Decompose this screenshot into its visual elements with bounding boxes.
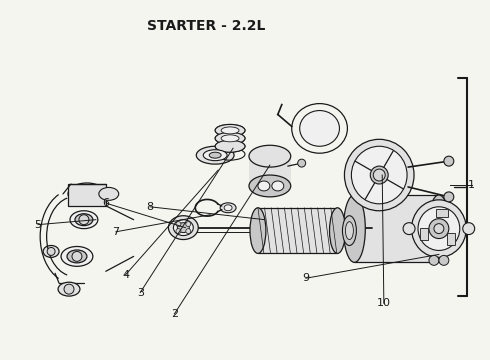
Bar <box>420 228 428 240</box>
Bar <box>68 184 106 206</box>
Ellipse shape <box>58 282 80 296</box>
Circle shape <box>186 222 191 226</box>
Circle shape <box>373 169 385 181</box>
Text: 5: 5 <box>34 220 42 230</box>
Ellipse shape <box>428 195 450 262</box>
Ellipse shape <box>344 139 414 211</box>
Text: 7: 7 <box>112 227 120 237</box>
Ellipse shape <box>272 181 284 191</box>
Ellipse shape <box>345 222 353 239</box>
Ellipse shape <box>220 203 236 213</box>
Circle shape <box>72 251 82 261</box>
Ellipse shape <box>70 211 98 229</box>
Ellipse shape <box>215 140 245 152</box>
Ellipse shape <box>403 223 415 235</box>
Ellipse shape <box>177 223 189 233</box>
Ellipse shape <box>434 224 444 234</box>
Ellipse shape <box>300 111 340 146</box>
Ellipse shape <box>351 146 407 204</box>
Ellipse shape <box>412 200 466 257</box>
Ellipse shape <box>343 195 366 262</box>
Ellipse shape <box>221 127 239 134</box>
Ellipse shape <box>250 208 266 253</box>
Ellipse shape <box>224 205 232 211</box>
Ellipse shape <box>99 188 119 201</box>
Ellipse shape <box>343 216 356 246</box>
Circle shape <box>79 215 89 225</box>
Circle shape <box>298 159 306 167</box>
Ellipse shape <box>215 132 245 144</box>
Bar <box>447 233 455 245</box>
Circle shape <box>176 222 181 226</box>
Text: 9: 9 <box>302 273 310 283</box>
Ellipse shape <box>196 146 234 164</box>
Text: 4: 4 <box>122 270 129 280</box>
Text: 2: 2 <box>171 309 178 319</box>
Circle shape <box>176 229 181 234</box>
Ellipse shape <box>209 152 221 158</box>
Ellipse shape <box>215 125 245 136</box>
Bar <box>436 209 448 217</box>
Ellipse shape <box>463 223 475 235</box>
Ellipse shape <box>173 220 193 235</box>
Text: STARTER - 2.2L: STARTER - 2.2L <box>147 19 265 33</box>
Text: 1: 1 <box>468 180 475 190</box>
Ellipse shape <box>370 166 388 184</box>
Ellipse shape <box>67 250 87 263</box>
Text: 6: 6 <box>102 198 110 208</box>
Ellipse shape <box>68 183 106 205</box>
Ellipse shape <box>221 135 239 142</box>
Circle shape <box>429 255 439 265</box>
Text: 10: 10 <box>377 298 391 308</box>
Ellipse shape <box>75 214 93 226</box>
Circle shape <box>422 224 432 234</box>
Ellipse shape <box>258 181 270 191</box>
Circle shape <box>186 229 191 234</box>
Bar <box>354 195 439 262</box>
Ellipse shape <box>215 125 245 136</box>
Ellipse shape <box>61 247 93 266</box>
Ellipse shape <box>249 175 291 197</box>
Bar <box>258 208 338 253</box>
Circle shape <box>444 192 454 202</box>
Ellipse shape <box>418 207 460 251</box>
Ellipse shape <box>43 246 59 257</box>
Text: 3: 3 <box>137 288 144 297</box>
Circle shape <box>47 247 55 255</box>
Ellipse shape <box>169 216 198 239</box>
Ellipse shape <box>203 150 227 161</box>
Ellipse shape <box>429 219 449 239</box>
Ellipse shape <box>329 208 345 253</box>
Text: 8: 8 <box>147 202 153 212</box>
Ellipse shape <box>249 145 291 167</box>
Circle shape <box>444 156 454 166</box>
Circle shape <box>64 284 74 294</box>
Bar <box>249 156 291 186</box>
Circle shape <box>439 255 449 265</box>
